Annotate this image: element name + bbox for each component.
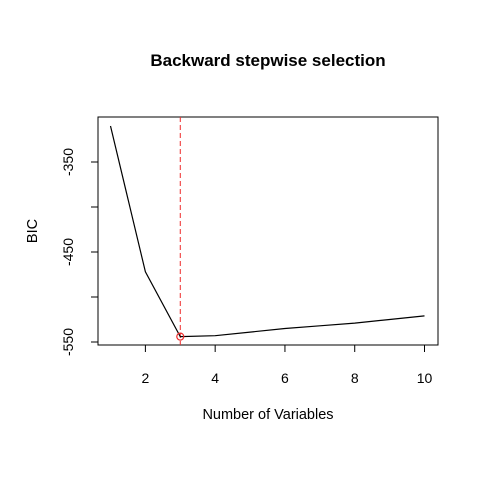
chart-title: Backward stepwise selection bbox=[150, 51, 385, 70]
x-tick-label: 10 bbox=[417, 370, 433, 386]
y-axis: -550 -450 -350 bbox=[60, 148, 99, 356]
x-axis: 2 4 6 8 10 bbox=[141, 344, 433, 386]
minimum-bic-marker bbox=[176, 332, 185, 341]
x-tick-label: 2 bbox=[141, 370, 149, 386]
data-points bbox=[109, 124, 427, 339]
bic-series-line bbox=[109, 125, 425, 338]
y-tick-label: -350 bbox=[60, 148, 76, 176]
x-tick-label: 4 bbox=[211, 370, 219, 386]
x-tick-label: 8 bbox=[351, 370, 359, 386]
x-axis-label: Number of Variables bbox=[202, 407, 333, 423]
y-tick-label: -550 bbox=[60, 328, 76, 356]
y-axis-label: BIC bbox=[25, 219, 41, 243]
y-tick-label: -450 bbox=[60, 238, 76, 266]
plot-box bbox=[97, 116, 439, 346]
x-tick-label: 6 bbox=[281, 370, 289, 386]
